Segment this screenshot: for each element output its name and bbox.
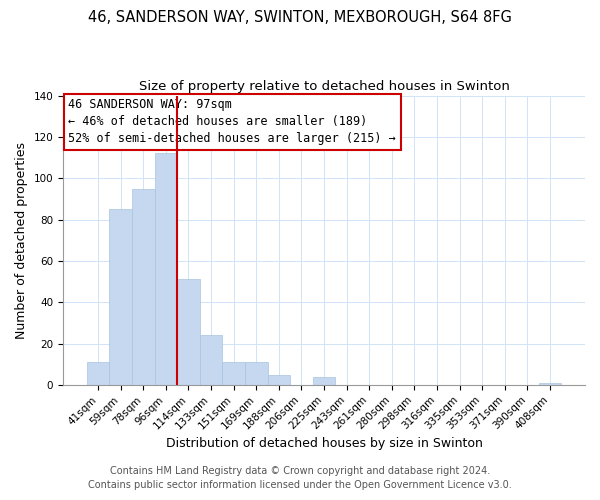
Text: 46 SANDERSON WAY: 97sqm
← 46% of detached houses are smaller (189)
52% of semi-d: 46 SANDERSON WAY: 97sqm ← 46% of detache… bbox=[68, 98, 396, 146]
Text: Contains HM Land Registry data © Crown copyright and database right 2024.
Contai: Contains HM Land Registry data © Crown c… bbox=[88, 466, 512, 490]
Bar bbox=[87, 362, 109, 385]
X-axis label: Distribution of detached houses by size in Swinton: Distribution of detached houses by size … bbox=[166, 437, 482, 450]
Y-axis label: Number of detached properties: Number of detached properties bbox=[15, 142, 28, 338]
Bar bbox=[539, 383, 561, 385]
Bar bbox=[132, 188, 155, 385]
Bar bbox=[109, 209, 132, 385]
Title: Size of property relative to detached houses in Swinton: Size of property relative to detached ho… bbox=[139, 80, 509, 93]
Bar bbox=[200, 336, 223, 385]
Bar bbox=[177, 280, 200, 385]
Bar bbox=[155, 154, 177, 385]
Text: 46, SANDERSON WAY, SWINTON, MEXBOROUGH, S64 8FG: 46, SANDERSON WAY, SWINTON, MEXBOROUGH, … bbox=[88, 10, 512, 25]
Bar bbox=[313, 376, 335, 385]
Bar bbox=[223, 362, 245, 385]
Bar bbox=[268, 374, 290, 385]
Bar bbox=[245, 362, 268, 385]
